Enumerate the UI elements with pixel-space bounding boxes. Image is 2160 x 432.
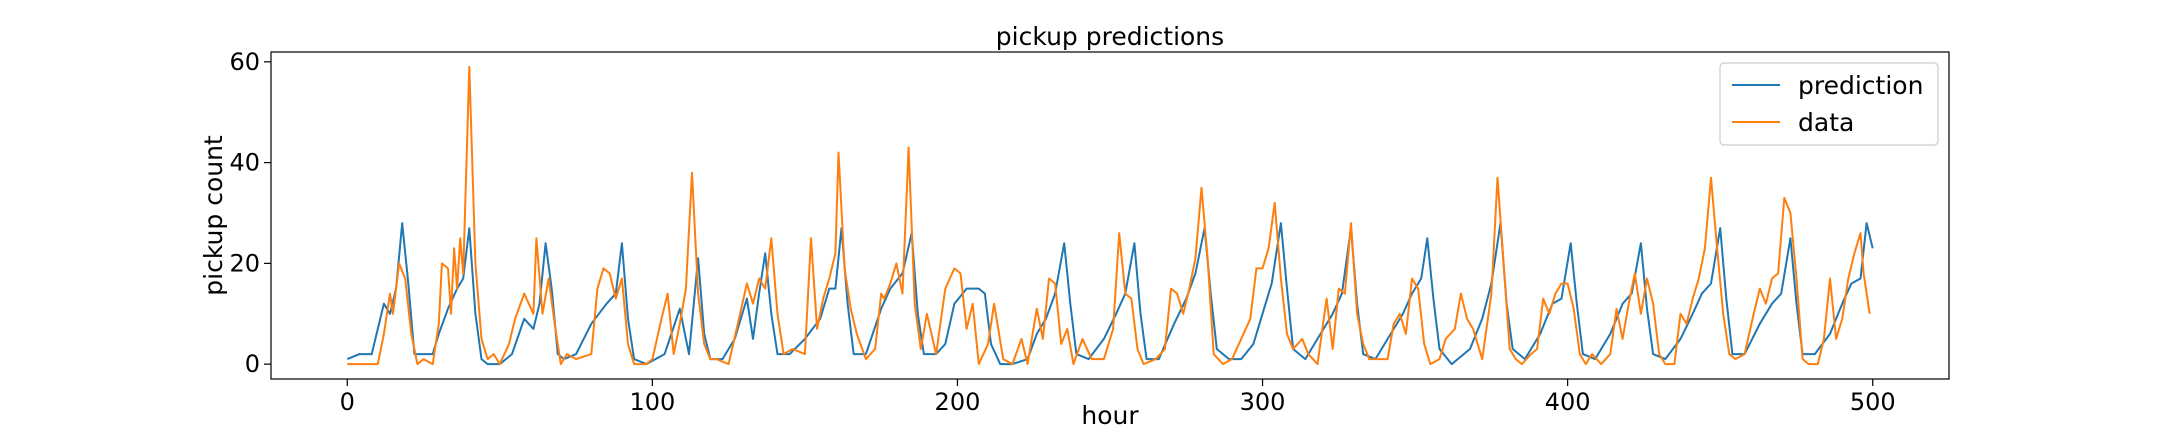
y-tick-label: 0 <box>245 350 260 378</box>
y-axis: 0 20 40 60 <box>229 48 271 378</box>
chart-title: pickup predictions <box>996 22 1224 51</box>
x-tick-label: 300 <box>1240 388 1286 416</box>
y-tick-label: 20 <box>229 249 260 277</box>
x-tick-label: 500 <box>1850 388 1896 416</box>
plot-lines <box>346 65 1874 366</box>
x-axis: 0 100 200 300 400 500 <box>340 379 1896 416</box>
y-axis-label: pickup count <box>199 135 228 296</box>
x-tick-label: 400 <box>1545 388 1591 416</box>
x-axis-label: hour <box>1081 401 1139 430</box>
series-line-data <box>347 65 1871 366</box>
x-tick-label: 0 <box>340 388 355 416</box>
y-tick-label: 40 <box>229 149 260 177</box>
legend: prediction data <box>1719 62 1939 146</box>
x-tick-label: 200 <box>935 388 981 416</box>
legend-label-prediction: prediction <box>1798 71 1923 100</box>
y-tick-label: 60 <box>229 48 260 76</box>
x-tick-label: 100 <box>629 388 675 416</box>
plot-frame <box>270 51 1950 380</box>
legend-box <box>1719 62 1939 146</box>
legend-label-data: data <box>1798 108 1854 137</box>
